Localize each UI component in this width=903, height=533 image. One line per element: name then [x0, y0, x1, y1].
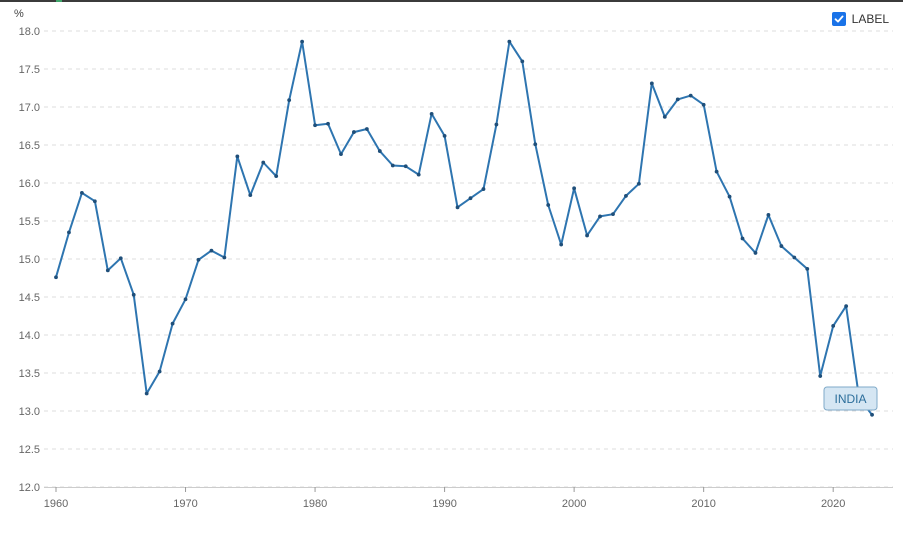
y-unit-label: %: [14, 8, 24, 20]
y-tick-label: 16.5: [19, 140, 40, 152]
data-point[interactable]: [559, 242, 564, 247]
y-tick-label: 15.0: [19, 254, 40, 266]
y-tick-label: 17.5: [19, 64, 40, 76]
data-point[interactable]: [416, 172, 421, 177]
data-point[interactable]: [636, 181, 641, 186]
data-point[interactable]: [274, 174, 279, 179]
y-tick-label: 12.0: [19, 482, 40, 494]
gridlines: [44, 30, 893, 488]
window-top-bar: [0, 0, 903, 2]
data-point[interactable]: [546, 203, 551, 207]
data-point[interactable]: [870, 412, 874, 417]
data-point[interactable]: [507, 39, 512, 44]
series-tag-box: [823, 386, 878, 411]
legend-label: LABEL: [851, 12, 889, 26]
y-tick-label: 14.0: [19, 330, 40, 342]
data-point[interactable]: [649, 81, 654, 86]
legend-checkbox[interactable]: [831, 12, 846, 26]
data-point[interactable]: [287, 98, 292, 103]
data-point[interactable]: [533, 142, 538, 147]
data-point[interactable]: [611, 212, 615, 217]
data-point[interactable]: [261, 160, 266, 165]
data-point[interactable]: [468, 196, 473, 201]
data-point[interactable]: [67, 230, 71, 235]
x-tick-label: 2010: [691, 498, 715, 510]
data-point[interactable]: [494, 122, 499, 127]
data-point[interactable]: [313, 123, 317, 128]
data-point[interactable]: [675, 97, 680, 102]
data-point[interactable]: [222, 255, 227, 260]
data-point[interactable]: [377, 149, 382, 153]
x-tick-label: 1960: [44, 498, 68, 510]
series-india[interactable]: [54, 39, 874, 417]
x-tick-label: 1980: [303, 498, 327, 510]
data-point[interactable]: [54, 275, 58, 280]
data-point[interactable]: [364, 127, 369, 131]
data-point[interactable]: [779, 244, 784, 248]
data-point[interactable]: [442, 133, 447, 138]
y-tick-label: 17.0: [19, 102, 40, 114]
x-tick-label: 2000: [562, 498, 586, 510]
data-point[interactable]: [520, 59, 525, 64]
data-point[interactable]: [157, 369, 162, 374]
y-tick-label: 13.0: [19, 406, 40, 418]
data-point[interactable]: [144, 391, 149, 396]
data-point[interactable]: [429, 111, 434, 116]
data-point[interactable]: [714, 169, 719, 174]
y-tick-label: 14.5: [19, 292, 40, 304]
data-point[interactable]: [235, 154, 240, 159]
data-point[interactable]: [805, 266, 810, 271]
data-point[interactable]: [403, 164, 408, 169]
data-point[interactable]: [352, 130, 356, 134]
x-axis: 1960 1970 1980 1990 2000 2010 2020: [44, 487, 893, 510]
data-point[interactable]: [662, 114, 667, 119]
data-point[interactable]: [727, 194, 732, 199]
y-tick-label: 16.0: [19, 178, 40, 190]
data-point[interactable]: [792, 255, 797, 260]
data-point[interactable]: [572, 186, 577, 191]
y-tick-label: 12.5: [19, 444, 40, 456]
legend[interactable]: LABEL: [831, 12, 889, 26]
window-top-accent: [56, 0, 62, 2]
data-point[interactable]: [326, 121, 330, 126]
x-tick-label: 2020: [821, 498, 845, 510]
data-point[interactable]: [339, 152, 343, 157]
data-point[interactable]: [688, 93, 693, 98]
data-point[interactable]: [481, 187, 486, 191]
data-point[interactable]: [701, 102, 706, 107]
data-point[interactable]: [183, 297, 188, 302]
data-point[interactable]: [624, 194, 628, 198]
y-tick-label: 15.5: [19, 216, 40, 228]
data-point[interactable]: [196, 257, 201, 262]
data-point[interactable]: [766, 213, 771, 217]
data-point[interactable]: [390, 163, 395, 168]
y-tick-label: 18.0: [19, 26, 40, 38]
data-point[interactable]: [455, 205, 460, 210]
data-point[interactable]: [300, 39, 305, 44]
data-point[interactable]: [740, 236, 745, 241]
data-point[interactable]: [92, 199, 97, 204]
data-point[interactable]: [844, 304, 849, 309]
series-line[interactable]: [55, 40, 873, 416]
data-point[interactable]: [80, 190, 84, 195]
data-point[interactable]: [753, 251, 758, 255]
series-tag-label: INDIA: [834, 392, 866, 406]
checkmark-icon: [834, 15, 844, 23]
data-point[interactable]: [105, 268, 110, 273]
data-point[interactable]: [831, 323, 836, 328]
data-point[interactable]: [118, 256, 123, 261]
data-point[interactable]: [131, 292, 136, 297]
data-point[interactable]: [170, 321, 175, 326]
y-tick-label: 13.5: [19, 368, 40, 380]
x-tick-label: 1990: [432, 498, 456, 510]
data-point[interactable]: [248, 193, 253, 198]
series-tag[interactable]: INDIA: [823, 386, 878, 411]
data-point[interactable]: [598, 214, 602, 219]
x-tick-label: 1970: [173, 498, 197, 510]
data-point[interactable]: [209, 248, 214, 253]
data-point[interactable]: [585, 233, 589, 238]
y-axis: 12.0 12.5 13.0 13.5 14.0 14.5 15.0 15.5 16.0 16.5…: [19, 26, 40, 494]
data-point[interactable]: [818, 374, 823, 378]
